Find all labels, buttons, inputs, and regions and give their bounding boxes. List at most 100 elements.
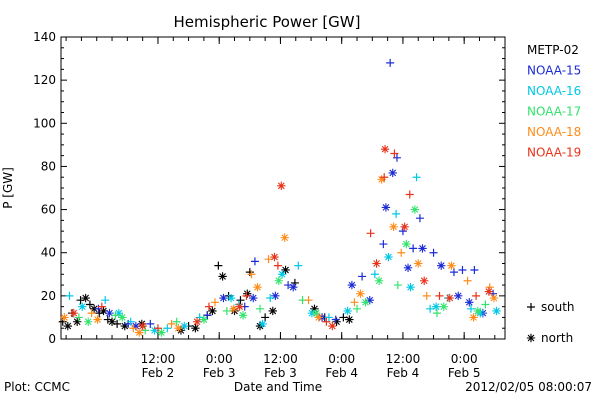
noaa-15-south-point bbox=[429, 248, 438, 257]
noaa-19-south-point bbox=[366, 229, 375, 238]
noaa-19-north-point bbox=[484, 287, 494, 296]
noaa-16-south-point bbox=[266, 294, 275, 303]
y-tick-label: 120 bbox=[33, 73, 56, 87]
noaa-19-north-point bbox=[69, 308, 78, 318]
noaa-17-north-point bbox=[157, 328, 166, 337]
noaa-18-north-point bbox=[377, 175, 386, 184]
noaa-15-south-point bbox=[203, 311, 212, 320]
y-tick-label: 140 bbox=[33, 30, 56, 44]
noaa-18-north-point bbox=[253, 283, 262, 292]
noaa-15-south-point bbox=[415, 214, 424, 223]
noaa-16-north-point bbox=[78, 302, 87, 311]
data-points bbox=[58, 58, 501, 337]
noaa-18-south-point bbox=[485, 283, 494, 292]
noaa-17-north-point bbox=[402, 239, 411, 249]
metp-02-south-point bbox=[236, 296, 245, 305]
metp-02-north-point bbox=[218, 272, 227, 281]
noaa-15-south-point bbox=[358, 272, 367, 281]
noaa-15-north-point bbox=[105, 308, 114, 318]
noaa-16-south-point bbox=[324, 313, 333, 322]
noaa-17-north-point bbox=[473, 306, 482, 316]
noaa-15-south-point bbox=[458, 265, 467, 274]
noaa-16-north-point bbox=[343, 306, 352, 316]
metp-02-north-point bbox=[63, 321, 73, 331]
noaa-18-south-point bbox=[350, 298, 359, 307]
noaa-18-south-point bbox=[247, 270, 256, 279]
noaa-18-north-point bbox=[469, 313, 478, 322]
metp-02-north-point bbox=[345, 315, 354, 324]
noaa-19-south-point bbox=[472, 291, 481, 300]
metp-02-south-point bbox=[214, 261, 223, 270]
noaa-19-north-point bbox=[372, 259, 381, 268]
x-tick-label-date: Feb 4 bbox=[387, 366, 420, 380]
noaa-16-south-point bbox=[126, 317, 135, 326]
noaa-15-north-point bbox=[465, 298, 474, 307]
metp-02-north-point bbox=[99, 306, 108, 316]
noaa-17-north-point bbox=[118, 313, 127, 322]
metp-02-north-point bbox=[137, 319, 147, 329]
noaa-16-north-point bbox=[114, 308, 124, 318]
noaa-15-north-point bbox=[271, 291, 280, 301]
noaa-15-north-point bbox=[289, 283, 298, 292]
legend-metp-02: METP-02 bbox=[527, 43, 579, 57]
noaa-17-south-point bbox=[481, 300, 490, 309]
x-axis-label: Date and Time bbox=[234, 380, 322, 394]
noaa-15-north-point bbox=[365, 295, 374, 305]
noaa-15-north-point bbox=[418, 244, 427, 253]
noaa-15-south-point bbox=[470, 265, 479, 274]
noaa-19-north-point bbox=[277, 181, 286, 191]
x-tick-label-date: Feb 4 bbox=[325, 366, 358, 380]
noaa-17-north-point bbox=[311, 308, 321, 318]
noaa-19-south-point bbox=[205, 302, 213, 311]
x-tick-label-date: Feb 2 bbox=[142, 366, 175, 380]
noaa-17-south-point bbox=[74, 313, 83, 322]
metp-02-north-point bbox=[332, 317, 341, 326]
y-axis: 0 20 40 60 80 100 120 140 bbox=[33, 30, 505, 346]
noaa-16-north-point bbox=[180, 321, 189, 331]
legend: METP-02 NOAA-15 NOAA-16 NOAA-17 NOAA-18 NOAA-… bbox=[527, 43, 581, 160]
noaa-19-north-point bbox=[400, 222, 409, 232]
noaa-15-north-point bbox=[403, 263, 413, 273]
y-axis-label: P [GW] bbox=[1, 167, 15, 209]
noaa-17-south-point bbox=[222, 306, 231, 315]
noaa-18-south-point bbox=[210, 298, 219, 307]
noaa-16-north-point bbox=[150, 326, 159, 335]
noaa-15-north-point bbox=[454, 291, 463, 301]
metp-02-north-point bbox=[107, 317, 117, 326]
metp-02-north-point bbox=[208, 306, 217, 316]
noaa-16-south-point bbox=[412, 173, 421, 182]
noaa-18-south-point bbox=[167, 319, 176, 328]
x-tick-label-time: 12:00 bbox=[141, 352, 176, 366]
noaa-18-north-point bbox=[414, 259, 423, 268]
metp-02-north-point bbox=[191, 324, 200, 333]
noaa-16-south-point bbox=[294, 261, 303, 270]
noaa-19-south-point bbox=[242, 291, 251, 300]
noaa-19-north-point bbox=[270, 252, 279, 262]
noaa-15-south-point bbox=[146, 319, 155, 328]
noaa-18-north-point bbox=[135, 328, 144, 337]
noaa-17-south-point bbox=[256, 304, 265, 313]
noaa-17-south-point bbox=[393, 281, 402, 290]
noaa-15-north-point bbox=[388, 168, 397, 178]
legend-noaa-15: NOAA-15 bbox=[527, 64, 581, 78]
noaa-19-north-point bbox=[380, 144, 390, 154]
noaa-19-south-point bbox=[322, 317, 331, 326]
legend-noaa-19: NOAA-19 bbox=[527, 146, 581, 160]
noaa-15-south-point bbox=[94, 304, 103, 313]
noaa-18-south-point bbox=[422, 291, 431, 300]
noaa-17-north-point bbox=[84, 317, 93, 326]
noaa-19-north-point bbox=[445, 293, 454, 303]
noaa-17-north-point bbox=[361, 298, 370, 307]
y-tick-label: 40 bbox=[41, 246, 56, 260]
noaa-16-south-point bbox=[466, 304, 475, 313]
legend-noaa-18: NOAA-18 bbox=[527, 125, 581, 139]
noaa-18-north-point bbox=[93, 315, 102, 324]
x-tick-label-time: 12:00 bbox=[386, 352, 421, 366]
noaa-16-north-point bbox=[406, 283, 415, 292]
noaa-17-south-point bbox=[353, 304, 361, 313]
noaa-15-south-point bbox=[449, 268, 458, 277]
noaa-15-north-point bbox=[249, 293, 258, 303]
noaa-18-north-point bbox=[356, 289, 365, 298]
noaa-19-south-point bbox=[380, 173, 389, 182]
metp-02-north-point bbox=[243, 289, 252, 298]
